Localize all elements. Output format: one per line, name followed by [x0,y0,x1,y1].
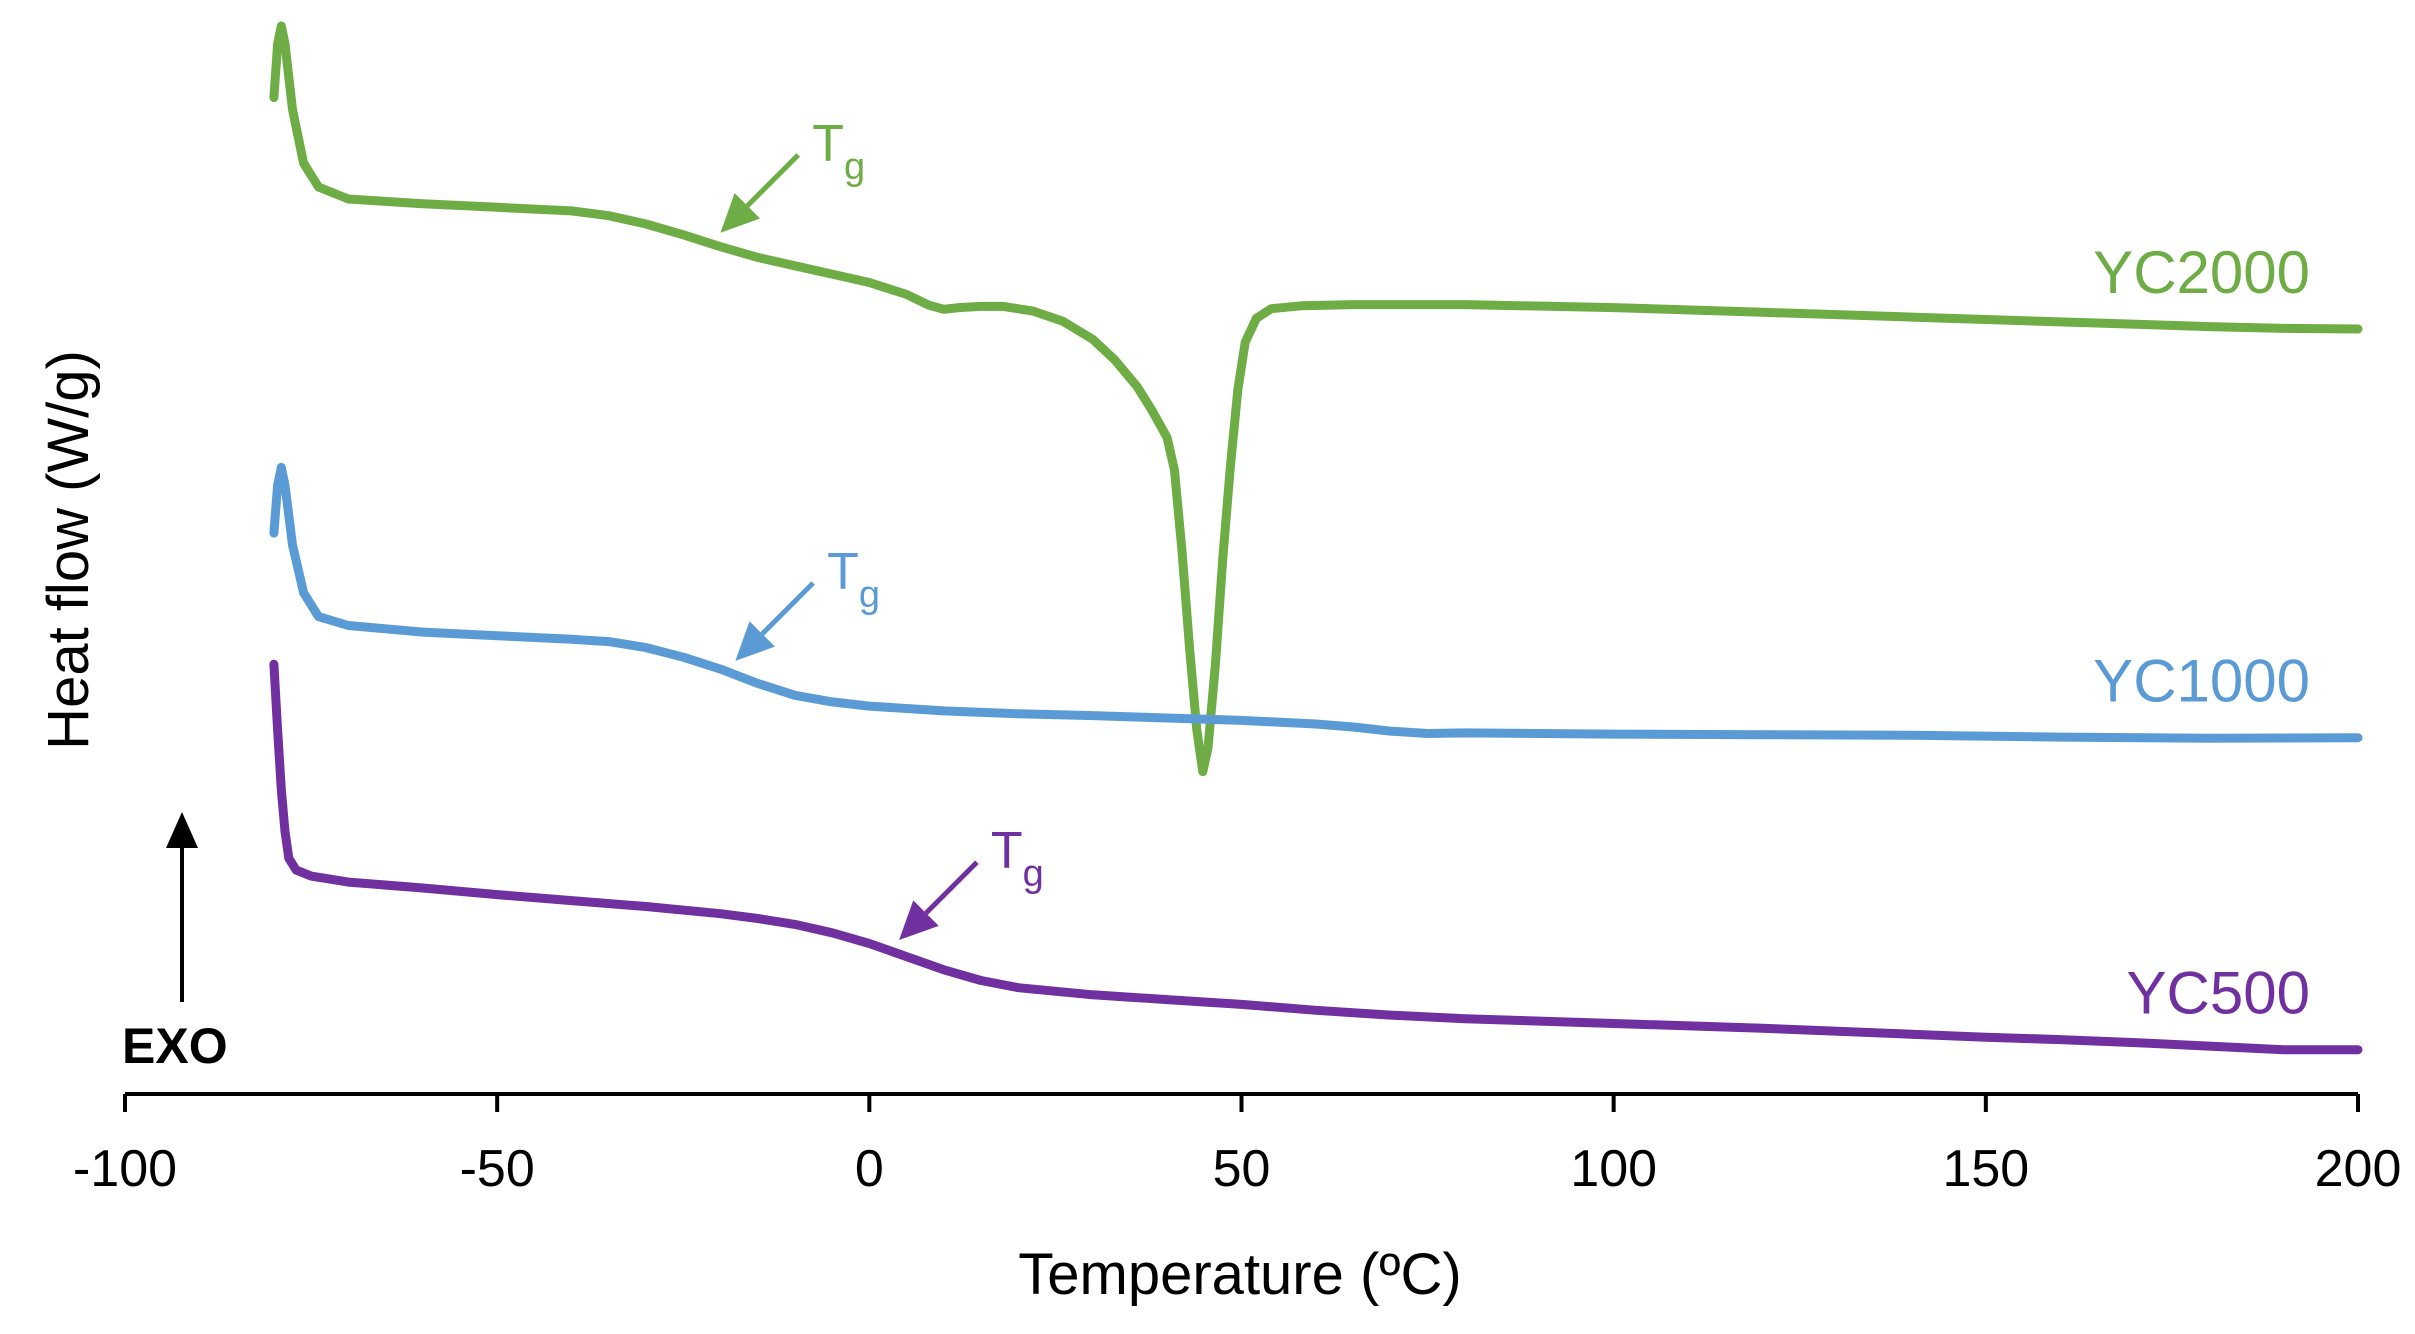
x-tick-label-2: 0 [855,1140,884,1198]
tg-label-yc500: Tg [991,822,1044,895]
series-layer: YC2000 Tg YC1000 Tg YC500 Tg [269,21,2363,1055]
series-line-yc1000 [269,462,2363,743]
tg-label-main: T [827,543,859,601]
tg-arrow-shaft-yc2000 [745,153,801,208]
exo-indicator: EXO [122,812,228,1074]
x-tick-label-1: -50 [460,1140,535,1198]
y-axis-title: Heat flow (W/g) [36,350,101,750]
tg-arrow-icon-yc500 [899,900,939,941]
tg-arrow-icon-yc2000 [720,193,761,233]
tg-annotation-yc2000: Tg [720,115,865,233]
series-label-yc500: YC500 [2127,960,2310,1027]
tg-label-yc1000: Tg [827,543,880,616]
tg-label-main: T [991,822,1023,880]
tg-annotation-yc1000: Tg [735,543,880,661]
series-yc500: YC500 Tg [269,659,2363,1055]
series-line-yc2000 [269,21,2363,777]
tg-annotation-yc500: Tg [899,822,1044,941]
tg-arrow-shaft-yc500 [924,860,979,915]
series-label-yc1000: YC1000 [2093,648,2310,715]
series-line-yc500 [269,659,2363,1055]
exo-label: EXO [122,1018,228,1074]
x-tick-labels: -100 -50 0 50 100 150 200 [73,1140,2401,1198]
tg-label-sub: g [844,146,865,188]
tg-arrow-icon-yc1000 [735,621,775,661]
x-ticks [123,1094,2360,1112]
x-tick-label-0: -100 [73,1140,177,1198]
exo-arrow-icon [166,812,198,848]
series-yc1000: YC1000 Tg [269,462,2363,743]
tg-arrow-shaft-yc1000 [760,581,815,636]
x-tick-label-5: 150 [1942,1140,2029,1198]
tg-label-sub: g [1023,853,1044,895]
x-tick-label-6: 200 [2315,1140,2402,1198]
tg-label-yc2000: Tg [812,115,865,188]
tg-label-sub: g [859,574,880,616]
x-tick-label-3: 50 [1213,1140,1271,1198]
x-tick-label-4: 100 [1570,1140,1657,1198]
x-axis-title: Temperature (ºC) [1018,1242,1461,1307]
tg-label-main: T [812,115,844,173]
series-label-yc2000: YC2000 [2093,239,2310,306]
series-yc2000: YC2000 Tg [269,21,2363,777]
